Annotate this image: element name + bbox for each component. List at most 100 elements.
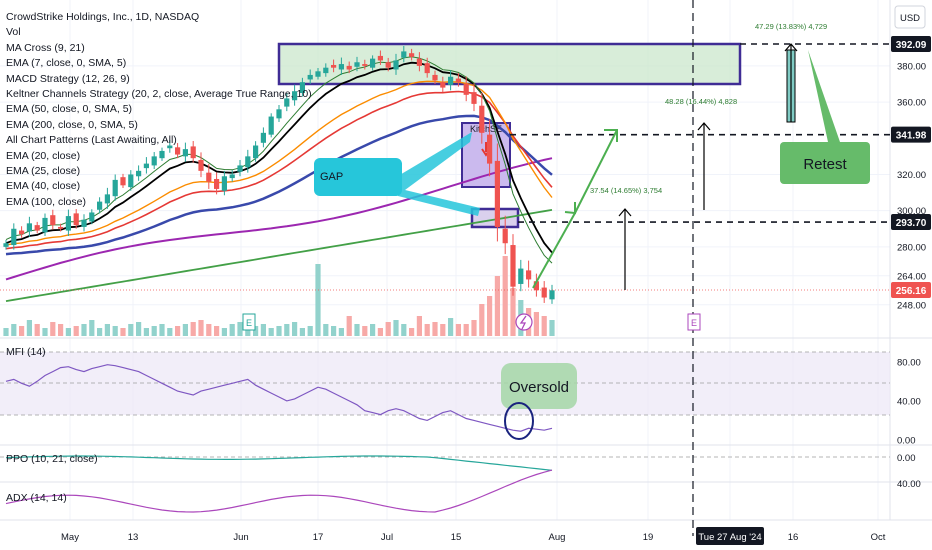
candle-body[interactable] bbox=[104, 194, 110, 204]
legend-item[interactable]: EMA (7, close, 0, SMA, 5) bbox=[6, 57, 127, 70]
candle-body[interactable] bbox=[276, 109, 282, 119]
legend-item[interactable]: All Chart Patterns (Last Awaiting, All) bbox=[6, 134, 177, 147]
candle-body[interactable] bbox=[260, 132, 266, 143]
candle-body[interactable] bbox=[50, 215, 56, 226]
candle-body[interactable] bbox=[42, 217, 48, 233]
gap-callout[interactable] bbox=[314, 158, 402, 196]
adx-pane-label[interactable]: ADX (14, 14) bbox=[6, 492, 67, 504]
legend-item[interactable]: EMA (200, close, 0, SMA, 5) bbox=[6, 118, 138, 131]
price-badge[interactable] bbox=[891, 282, 931, 298]
candle-body[interactable] bbox=[292, 91, 298, 101]
candle-body[interactable] bbox=[338, 64, 344, 70]
legend-item[interactable]: EMA (25, close) bbox=[6, 165, 81, 178]
candle-body[interactable] bbox=[370, 58, 376, 68]
legend-item[interactable]: Vol bbox=[6, 26, 21, 39]
price-badge[interactable] bbox=[891, 36, 931, 52]
resistance-zone-box[interactable] bbox=[277, 42, 742, 86]
candle-body[interactable] bbox=[487, 134, 493, 164]
candle-body[interactable] bbox=[206, 172, 212, 182]
candle-body[interactable] bbox=[65, 216, 71, 231]
candle-body[interactable] bbox=[299, 82, 305, 94]
candle-body[interactable] bbox=[526, 270, 532, 280]
price-badge[interactable] bbox=[891, 214, 931, 231]
candle-body[interactable] bbox=[323, 67, 329, 74]
candle-body[interactable] bbox=[151, 156, 157, 166]
candle-body[interactable] bbox=[167, 145, 173, 149]
candle-body[interactable] bbox=[424, 63, 430, 74]
indicator-legend[interactable]: CrowdStrike Holdings, Inc., 1D, NASDAQ V… bbox=[6, 10, 312, 210]
legend-item[interactable]: Keltner Channels Strategy (20, 2, close,… bbox=[6, 88, 312, 101]
candle-body[interactable] bbox=[245, 156, 251, 168]
candle-body[interactable] bbox=[315, 71, 321, 77]
candle-body[interactable] bbox=[73, 213, 79, 226]
candle-body[interactable] bbox=[268, 116, 274, 135]
crosshair-date-badge[interactable] bbox=[696, 527, 764, 545]
candle-body[interactable] bbox=[362, 64, 368, 66]
candle-body[interactable] bbox=[221, 176, 227, 191]
earnings-badge[interactable] bbox=[242, 313, 256, 331]
candle-body[interactable] bbox=[58, 226, 64, 229]
candle-body[interactable] bbox=[354, 62, 360, 67]
candle-body[interactable] bbox=[377, 55, 383, 61]
candle-body[interactable] bbox=[19, 230, 25, 235]
candle-body[interactable] bbox=[175, 147, 181, 155]
candle-body[interactable] bbox=[214, 178, 220, 189]
candle-body[interactable] bbox=[237, 165, 243, 172]
candle-body[interactable] bbox=[136, 170, 142, 177]
candle-body[interactable] bbox=[346, 65, 352, 70]
legend-item[interactable]: EMA (40, close) bbox=[6, 180, 81, 193]
candle-body[interactable] bbox=[11, 228, 17, 246]
candle-body[interactable] bbox=[479, 105, 485, 133]
candle-body[interactable] bbox=[409, 53, 415, 57]
candle-body[interactable] bbox=[143, 163, 149, 169]
legend-item[interactable]: MA Cross (9, 21) bbox=[6, 41, 85, 54]
candle-body[interactable] bbox=[97, 201, 103, 210]
mfi-pane-label[interactable]: MFI (14) bbox=[6, 346, 46, 358]
candle-body[interactable] bbox=[182, 149, 188, 157]
candle-body[interactable] bbox=[3, 243, 9, 247]
candle-body[interactable] bbox=[128, 174, 134, 188]
dividend-badge[interactable] bbox=[515, 313, 533, 331]
candle-body[interactable] bbox=[448, 76, 454, 85]
candle-body[interactable] bbox=[455, 78, 461, 83]
candle-body[interactable] bbox=[541, 287, 547, 298]
candle-body[interactable] bbox=[26, 223, 32, 232]
path-arrow-1[interactable] bbox=[532, 212, 576, 289]
candle-body[interactable] bbox=[34, 225, 40, 231]
candle-body[interactable] bbox=[120, 177, 126, 186]
earnings-badge[interactable] bbox=[687, 313, 701, 331]
ppo-pane-label[interactable]: PPO (10, 21, close) bbox=[6, 453, 98, 465]
candle-body[interactable] bbox=[89, 212, 95, 222]
candle-body[interactable] bbox=[432, 74, 438, 81]
candle-body[interactable] bbox=[112, 179, 118, 197]
candle-body[interactable] bbox=[416, 58, 422, 66]
candle-body[interactable] bbox=[440, 82, 446, 88]
retest-callout[interactable] bbox=[780, 142, 870, 184]
candle-body[interactable] bbox=[533, 281, 539, 291]
price-badge[interactable] bbox=[891, 126, 931, 143]
candle-body[interactable] bbox=[463, 83, 469, 95]
oversold-callout[interactable] bbox=[501, 363, 577, 409]
candle-body[interactable] bbox=[471, 92, 477, 104]
candle-body[interactable] bbox=[518, 268, 524, 284]
candle-body[interactable] bbox=[494, 160, 500, 227]
candle-body[interactable] bbox=[510, 245, 516, 287]
candle-body[interactable] bbox=[385, 62, 391, 68]
legend-item[interactable]: MACD Strategy (12, 26, 9) bbox=[6, 72, 130, 85]
currency-button[interactable] bbox=[894, 5, 926, 29]
candle-body[interactable] bbox=[159, 150, 165, 159]
candle-body[interactable] bbox=[81, 219, 87, 227]
candle-body[interactable] bbox=[190, 146, 196, 159]
candle-body[interactable] bbox=[549, 290, 555, 300]
candle-body[interactable] bbox=[284, 98, 290, 107]
path-arrow-2[interactable] bbox=[574, 129, 618, 214]
candle-body[interactable] bbox=[229, 174, 235, 179]
candle-body[interactable] bbox=[253, 145, 259, 159]
legend-item[interactable]: EMA (50, close, 0, SMA, 5) bbox=[6, 103, 133, 116]
candle-body[interactable] bbox=[502, 228, 508, 244]
legend-item[interactable]: EMA (100, close) bbox=[6, 195, 86, 208]
candle-body[interactable] bbox=[198, 159, 204, 171]
candle-body[interactable] bbox=[331, 64, 337, 68]
candle-body[interactable] bbox=[393, 60, 399, 70]
